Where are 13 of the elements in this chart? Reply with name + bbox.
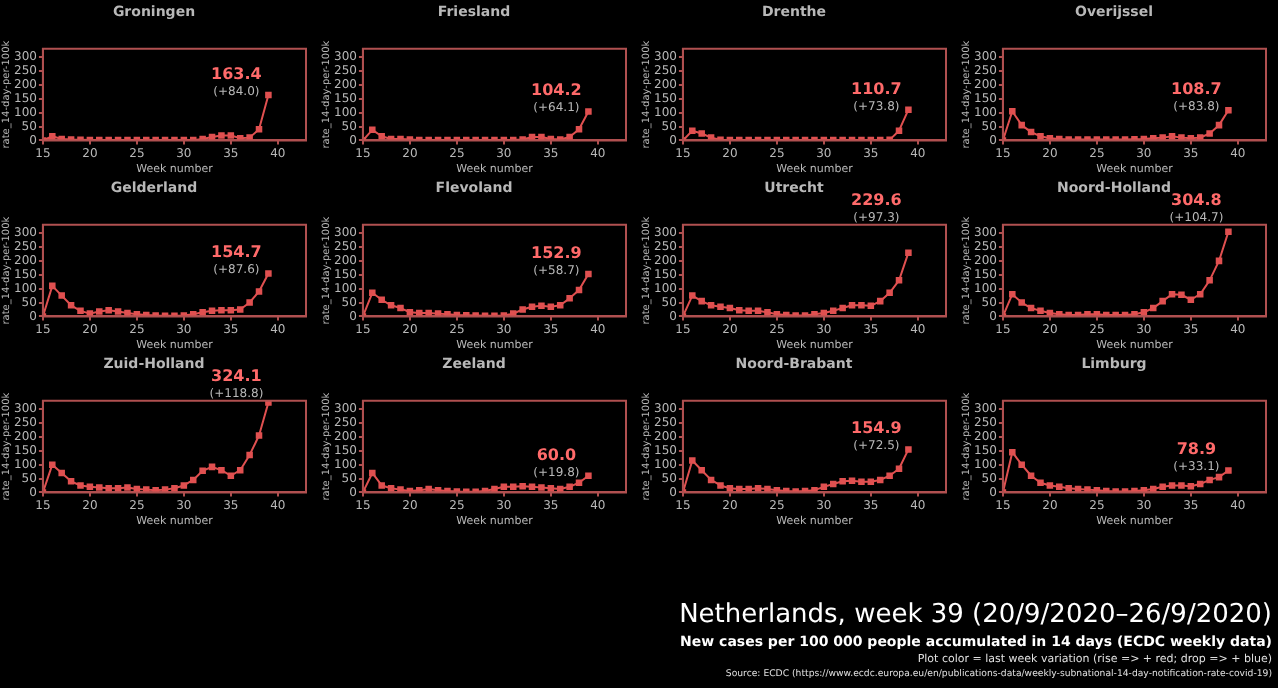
data-label: 104.2 <box>531 81 582 100</box>
data-label: 229.6 <box>851 190 903 209</box>
text: Netherlands, week 39 (20/9/2020–26/9/2020) <box>679 600 1272 632</box>
data-label: 154.7 <box>211 243 262 262</box>
data-label: 152.9 <box>531 243 583 262</box>
data-label: 60.0 <box>536 445 578 464</box>
data-label: 108.7 <box>1171 80 1222 99</box>
data-label: 324.1 <box>211 366 263 385</box>
data-label: 78.9 <box>1176 440 1218 459</box>
data-label: 304.8 <box>1171 190 1223 209</box>
data-label: 154.9 <box>851 419 903 438</box>
data-label: 163.4 <box>211 65 263 84</box>
data-label: 110.7 <box>851 79 902 98</box>
